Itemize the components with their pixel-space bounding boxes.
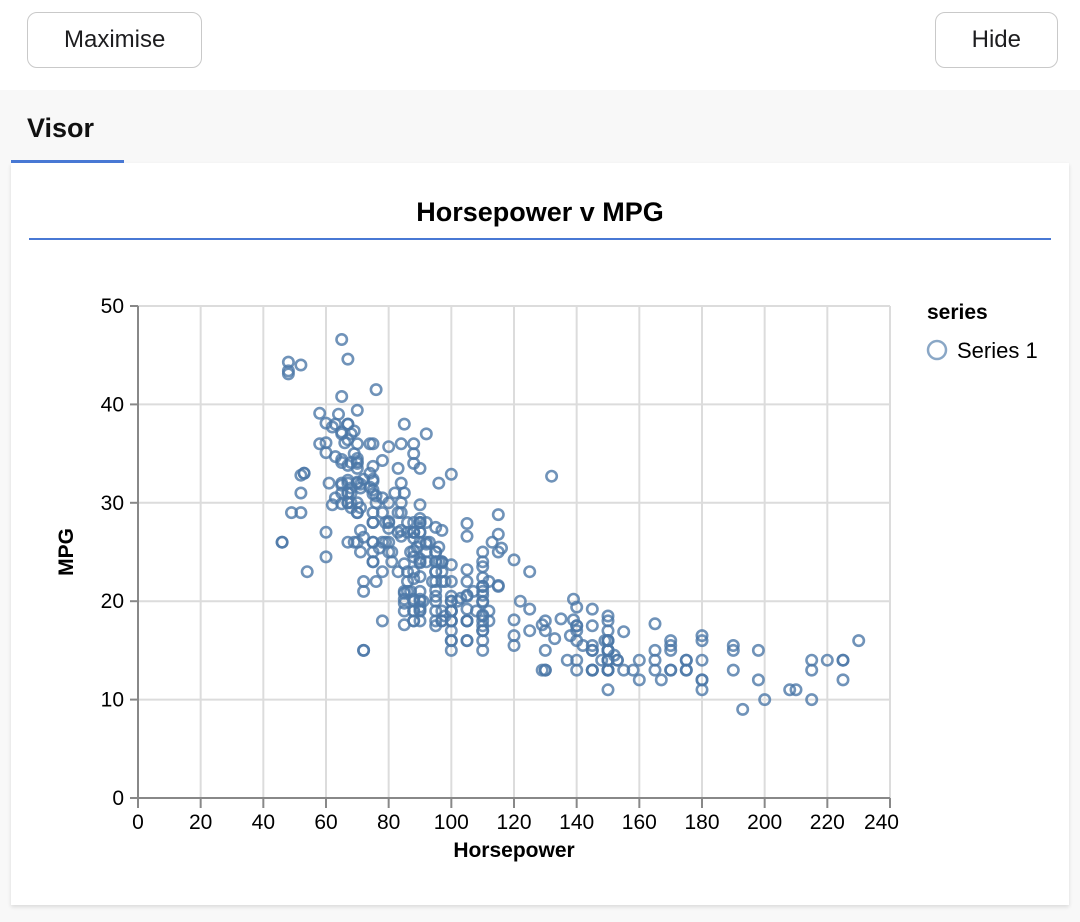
svg-text:160: 160 <box>622 811 657 834</box>
svg-text:200: 200 <box>747 811 782 834</box>
legend-point-icon <box>926 339 948 361</box>
hide-button[interactable]: Hide <box>934 12 1058 68</box>
svg-text:120: 120 <box>496 811 531 834</box>
svg-text:100: 100 <box>434 811 469 834</box>
svg-text:0: 0 <box>132 811 144 834</box>
svg-text:140: 140 <box>559 811 594 834</box>
y-axis-title: MPG <box>55 528 78 576</box>
svg-text:30: 30 <box>101 492 124 515</box>
legend-title: series <box>927 301 988 324</box>
svg-text:40: 40 <box>101 393 124 416</box>
svg-text:60: 60 <box>314 811 337 834</box>
svg-text:10: 10 <box>101 689 124 712</box>
svg-text:220: 220 <box>810 811 845 834</box>
svg-text:80: 80 <box>377 811 400 834</box>
tab-visor[interactable]: Visor <box>11 113 125 163</box>
tab-visor-label: Visor <box>27 113 95 143</box>
svg-text:0: 0 <box>112 787 124 810</box>
x-tick-labels: 0 20 40 60 80 100 120 140 160 180 200 220 240 <box>132 811 899 834</box>
y-tick-labels: 0 10 20 30 40 50 <box>101 295 124 810</box>
tabs-row: Visor <box>0 90 1080 163</box>
svg-text:20: 20 <box>101 590 124 613</box>
chart-surface: Horsepower v MPG 0 20 40 60 80 100 120 140 160 18… <box>11 163 1069 905</box>
svg-text:240: 240 <box>864 811 899 834</box>
legend-entry: Series 1 <box>957 338 1038 363</box>
svg-text:180: 180 <box>684 811 719 834</box>
svg-text:40: 40 <box>252 811 275 834</box>
x-axis-title: Horsepower <box>453 839 574 862</box>
maximise-button[interactable]: Maximise <box>27 12 203 68</box>
chart-title: Horsepower v MPG <box>416 197 664 227</box>
data-points <box>275 333 866 716</box>
visor-controls-bar: Maximise Hide <box>0 0 1080 90</box>
gridlines <box>138 305 891 798</box>
legend: series Series 1 <box>926 301 1038 363</box>
scatter-plot: 0 20 40 60 80 100 120 140 160 180 200 220 240 0 10 20 30… <box>55 295 1038 862</box>
svg-text:20: 20 <box>189 811 212 834</box>
svg-text:50: 50 <box>101 295 124 318</box>
title-divider <box>29 238 1051 240</box>
axes <box>130 305 891 808</box>
